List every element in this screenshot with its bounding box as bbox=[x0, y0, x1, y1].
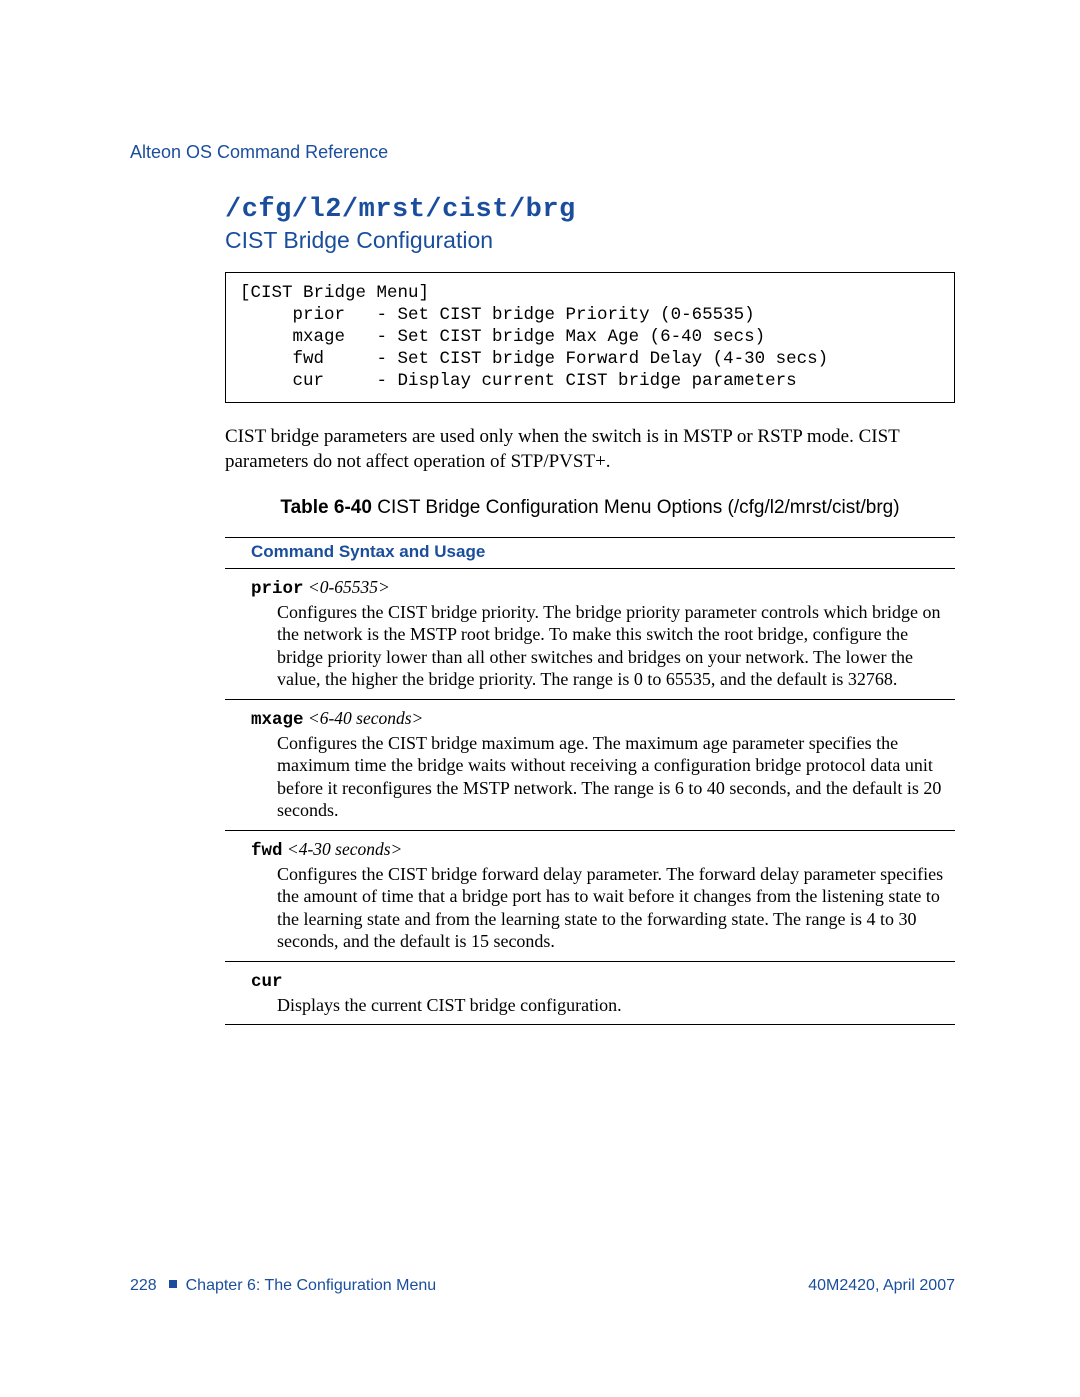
command-syntax: fwd <4-30 seconds> bbox=[251, 839, 955, 861]
command-table: Command Syntax and Usage prior <0-65535>… bbox=[225, 537, 955, 1026]
page-number: 228 bbox=[130, 1277, 157, 1294]
menu-box: [CIST Bridge Menu] prior - Set CIST brid… bbox=[225, 272, 955, 403]
command-syntax: cur bbox=[251, 970, 955, 992]
table-row: fwd <4-30 seconds> Configures the CIST b… bbox=[225, 831, 955, 962]
table-header: Command Syntax and Usage bbox=[225, 538, 955, 569]
square-bullet-icon bbox=[169, 1280, 177, 1288]
content-area: /cfg/l2/mrst/cist/brg CIST Bridge Config… bbox=[225, 195, 955, 1025]
table-title: CIST Bridge Configuration Menu Options (… bbox=[372, 497, 900, 518]
command-description: Configures the CIST bridge maximum age. … bbox=[251, 732, 955, 822]
footer-right: 40M2420, April 2007 bbox=[808, 1277, 955, 1295]
command-param: <6-40 seconds> bbox=[308, 708, 423, 728]
table-label: Table 6-40 bbox=[280, 497, 372, 518]
command-description: Configures the CIST bridge priority. The… bbox=[251, 601, 955, 691]
command-name: mxage bbox=[251, 710, 304, 730]
table-caption: Table 6-40 CIST Bridge Configuration Men… bbox=[225, 497, 955, 519]
command-name: cur bbox=[251, 972, 283, 992]
command-param: <4-30 seconds> bbox=[287, 839, 402, 859]
command-path-heading: /cfg/l2/mrst/cist/brg bbox=[225, 195, 955, 225]
command-name: fwd bbox=[251, 841, 283, 861]
page: Alteon OS Command Reference /cfg/l2/mrst… bbox=[0, 0, 1080, 1397]
table-row: prior <0-65535> Configures the CIST brid… bbox=[225, 569, 955, 700]
command-param: <0-65535> bbox=[308, 577, 390, 597]
page-footer: 228 Chapter 6: The Configuration Menu 40… bbox=[130, 1277, 955, 1297]
chapter-label: Chapter 6: The Configuration Menu bbox=[186, 1277, 437, 1294]
running-head: Alteon OS Command Reference bbox=[130, 142, 388, 163]
section-subtitle: CIST Bridge Configuration bbox=[225, 227, 955, 254]
command-syntax: prior <0-65535> bbox=[251, 577, 955, 599]
command-description: Displays the current CIST bridge configu… bbox=[251, 994, 955, 1017]
body-paragraph: CIST bridge parameters are used only whe… bbox=[225, 425, 955, 474]
table-row: mxage <6-40 seconds> Configures the CIST… bbox=[225, 700, 955, 831]
command-syntax: mxage <6-40 seconds> bbox=[251, 708, 955, 730]
table-row: cur Displays the current CIST bridge con… bbox=[225, 962, 955, 1025]
footer-left: 228 Chapter 6: The Configuration Menu bbox=[130, 1277, 436, 1295]
command-description: Configures the CIST bridge forward delay… bbox=[251, 863, 955, 953]
command-name: prior bbox=[251, 579, 304, 599]
